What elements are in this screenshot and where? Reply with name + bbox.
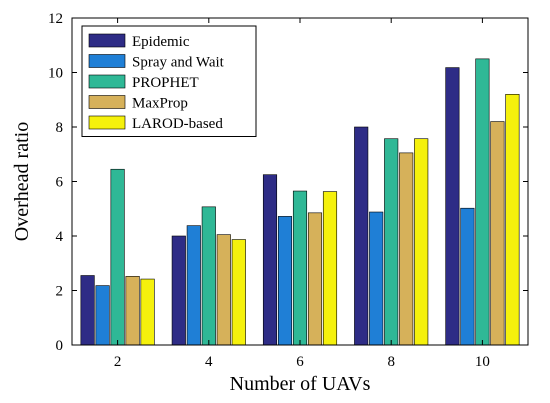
bar-spray-and-wait-6	[277, 216, 293, 346]
y-tick-label: 8	[56, 120, 64, 136]
bar-maxprop-6	[307, 212, 323, 346]
bar-maxprop-8	[399, 152, 414, 346]
bar-prophet-2	[110, 168, 125, 346]
bar-larod-based-10	[505, 94, 520, 346]
x-tick-label: 10	[475, 354, 490, 370]
legend-swatch	[88, 95, 126, 109]
y-axis-ticks: 0 2 4 6 8 10 12	[48, 11, 528, 354]
bar-maxprop-2	[125, 276, 140, 346]
bar-epidemic-6	[262, 174, 278, 346]
bar-epidemic-2	[80, 275, 95, 346]
legend-label: Spray and Wait	[132, 55, 225, 71]
bar-larod-based-6	[322, 191, 338, 346]
bar-larod-based-4	[231, 239, 246, 346]
x-axis-ticks: 2 4 6 8 10	[114, 18, 490, 370]
legend-swatch	[88, 54, 126, 68]
x-tick-label: 4	[205, 354, 213, 370]
bar-prophet-8	[384, 138, 399, 346]
y-tick-label: 0	[56, 338, 64, 354]
legend-swatch	[88, 33, 126, 48]
bar-epidemic-4	[171, 235, 186, 346]
bar-larod-based-2	[140, 278, 155, 346]
legend-label: Epidemic	[132, 34, 190, 50]
y-tick-label: 12	[48, 11, 63, 27]
legend-label: LAROD-based	[132, 116, 223, 132]
x-tick-label: 8	[387, 354, 395, 370]
bar-epidemic-10	[445, 67, 460, 346]
bar-prophet-4	[201, 206, 216, 346]
bars-group	[80, 58, 520, 346]
legend-label: MaxProp	[132, 96, 188, 112]
bar-maxprop-10	[490, 121, 505, 346]
legend: Epidemic Spray and Wait PROPHET MaxProp LARO…	[81, 25, 257, 137]
bar-spray-and-wait-2	[95, 285, 110, 346]
y-tick-label: 10	[48, 66, 63, 82]
bar-spray-and-wait-10	[460, 207, 475, 346]
y-tick-label: 6	[56, 175, 64, 191]
x-tick-label: 6	[296, 354, 304, 370]
bar-prophet-10	[475, 58, 490, 346]
bar-larod-based-8	[414, 138, 429, 346]
y-tick-label: 4	[56, 229, 64, 245]
legend-label: PROPHET	[132, 75, 199, 91]
bar-epidemic-8	[354, 126, 369, 346]
legend-swatch	[88, 74, 126, 89]
y-axis-label: Overhead ratio	[11, 122, 33, 241]
x-axis-label: Number of UAVs	[230, 373, 371, 395]
bar-spray-and-wait-4	[186, 225, 201, 346]
x-tick-label: 2	[114, 354, 122, 370]
bar-spray-and-wait-8	[369, 211, 384, 346]
bar-maxprop-4	[216, 234, 231, 346]
legend-swatch	[88, 115, 126, 130]
bar-prophet-6	[292, 190, 308, 346]
y-tick-label: 2	[56, 284, 64, 300]
